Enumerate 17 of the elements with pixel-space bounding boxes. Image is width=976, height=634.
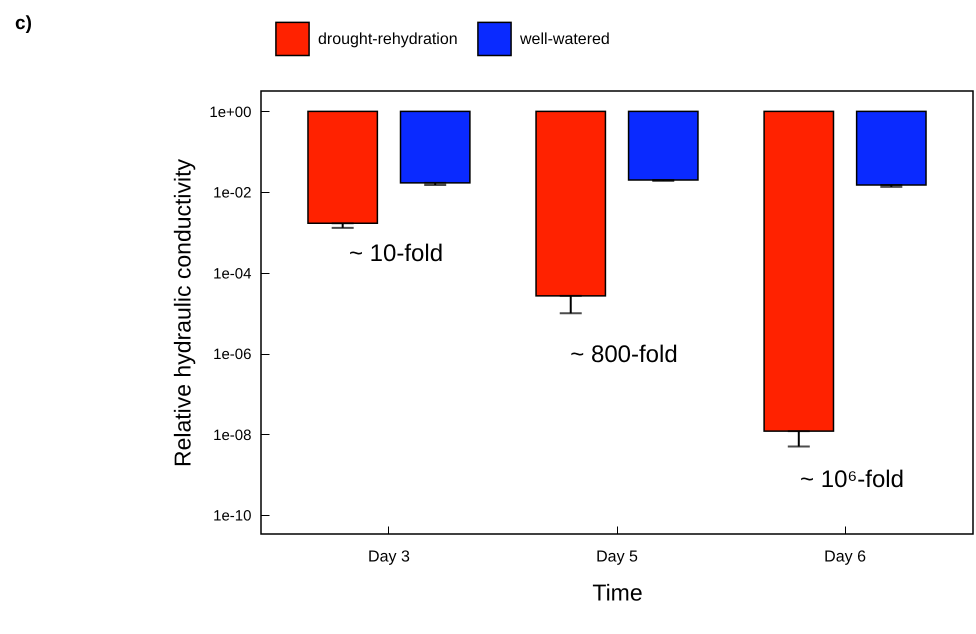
x-tick-label: Day 6	[824, 548, 866, 566]
y-tick-label: 1e+00	[209, 104, 252, 121]
legend-label: drought-rehydration	[318, 30, 458, 48]
y-tick-label: 1e-10	[213, 508, 252, 525]
x-tick-label: Day 5	[596, 548, 638, 566]
text: c)	[15, 13, 32, 34]
x-tick-label: Day 3	[368, 548, 410, 566]
annotation: ~ 800-fold	[570, 341, 678, 368]
y-tick-label: 1e-02	[213, 184, 252, 202]
y-tick-label: 1e-04	[213, 265, 252, 282]
y-tick-label: 1e-06	[213, 346, 252, 364]
y-tick-label: 1e-08	[213, 426, 252, 444]
annotation: ~ 10⁶-fold	[800, 466, 904, 493]
x-axis-title: Time	[592, 580, 643, 606]
legend-label: well-watered	[519, 30, 610, 48]
annotation: ~ 10-fold	[348, 240, 444, 267]
y-axis-title: Relative hydraulic conductivity	[169, 158, 196, 468]
